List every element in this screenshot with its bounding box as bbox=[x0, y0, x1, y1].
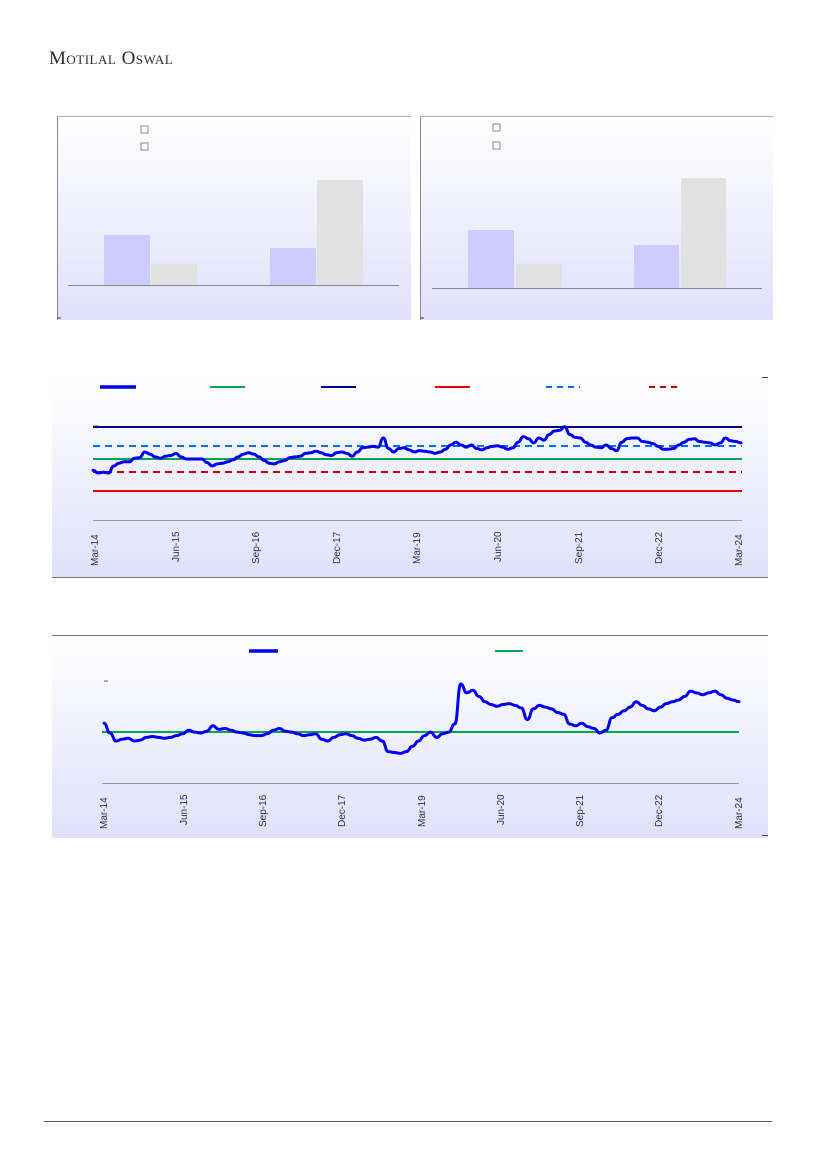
legend-swatch-2 bbox=[140, 142, 149, 151]
bar-g1-b bbox=[151, 264, 197, 285]
bar-g2-b bbox=[317, 180, 363, 285]
legend bbox=[492, 123, 501, 150]
x-tick-label: Mar-19 bbox=[412, 532, 423, 564]
x-tick-label: Mar-24 bbox=[734, 534, 745, 566]
bars bbox=[468, 178, 726, 288]
x-tick-label: Jun-20 bbox=[493, 531, 504, 562]
brand-logo: Motilal Oswal bbox=[49, 48, 174, 69]
bar-g1-b bbox=[516, 264, 562, 288]
bars bbox=[104, 180, 363, 285]
series-line bbox=[102, 682, 741, 755]
legend bbox=[140, 125, 149, 151]
x-tick-label: Mar-14 bbox=[90, 534, 101, 566]
bar-g1-a bbox=[468, 230, 514, 288]
x-tick-label: Jun-15 bbox=[179, 794, 190, 825]
bar-g1-a bbox=[104, 235, 150, 285]
line-chart-top: Mar-14 Jun-15 Sep-16 Dec-17 Mar-19 Jun-2… bbox=[52, 376, 768, 578]
plot-background bbox=[52, 376, 768, 578]
bar-g2-a bbox=[634, 245, 679, 288]
bar-chart-left bbox=[57, 116, 411, 320]
x-tick-label: Sep-21 bbox=[575, 794, 586, 827]
bar-chart-right bbox=[420, 116, 773, 320]
legend-swatch-1 bbox=[492, 123, 501, 132]
legend-swatch-1 bbox=[140, 125, 149, 134]
x-tick-label: Dec-22 bbox=[654, 531, 665, 564]
x-tick-label: Sep-21 bbox=[574, 531, 585, 564]
footer-rule bbox=[44, 1121, 772, 1122]
reference-lines bbox=[93, 426, 742, 492]
series-line bbox=[91, 425, 743, 475]
x-tick-label: Dec-17 bbox=[337, 794, 348, 827]
bar-g2-b bbox=[681, 178, 726, 288]
x-tick-label: Dec-17 bbox=[332, 531, 343, 564]
x-tick-label: Mar-24 bbox=[734, 797, 745, 829]
bar-g2-a bbox=[270, 248, 316, 285]
x-tick-label: Sep-16 bbox=[251, 531, 262, 564]
x-tick-labels: Mar-14 Jun-15 Sep-16 Dec-17 Mar-19 Jun-2… bbox=[99, 794, 745, 829]
x-tick-label: Dec-22 bbox=[654, 794, 665, 827]
x-tick-label: Jun-20 bbox=[496, 794, 507, 825]
x-tick-label: Mar-14 bbox=[99, 797, 110, 829]
x-tick-labels: Mar-14 Jun-15 Sep-16 Dec-17 Mar-19 Jun-2… bbox=[90, 531, 745, 566]
x-tick-label: Jun-15 bbox=[171, 531, 182, 562]
x-tick-label: Sep-16 bbox=[258, 794, 269, 827]
line-chart-bottom: Mar-14 Jun-15 Sep-16 Dec-17 Mar-19 Jun-2… bbox=[52, 635, 768, 838]
x-tick-label: Mar-19 bbox=[417, 795, 428, 827]
legend-swatch-2 bbox=[492, 141, 501, 150]
